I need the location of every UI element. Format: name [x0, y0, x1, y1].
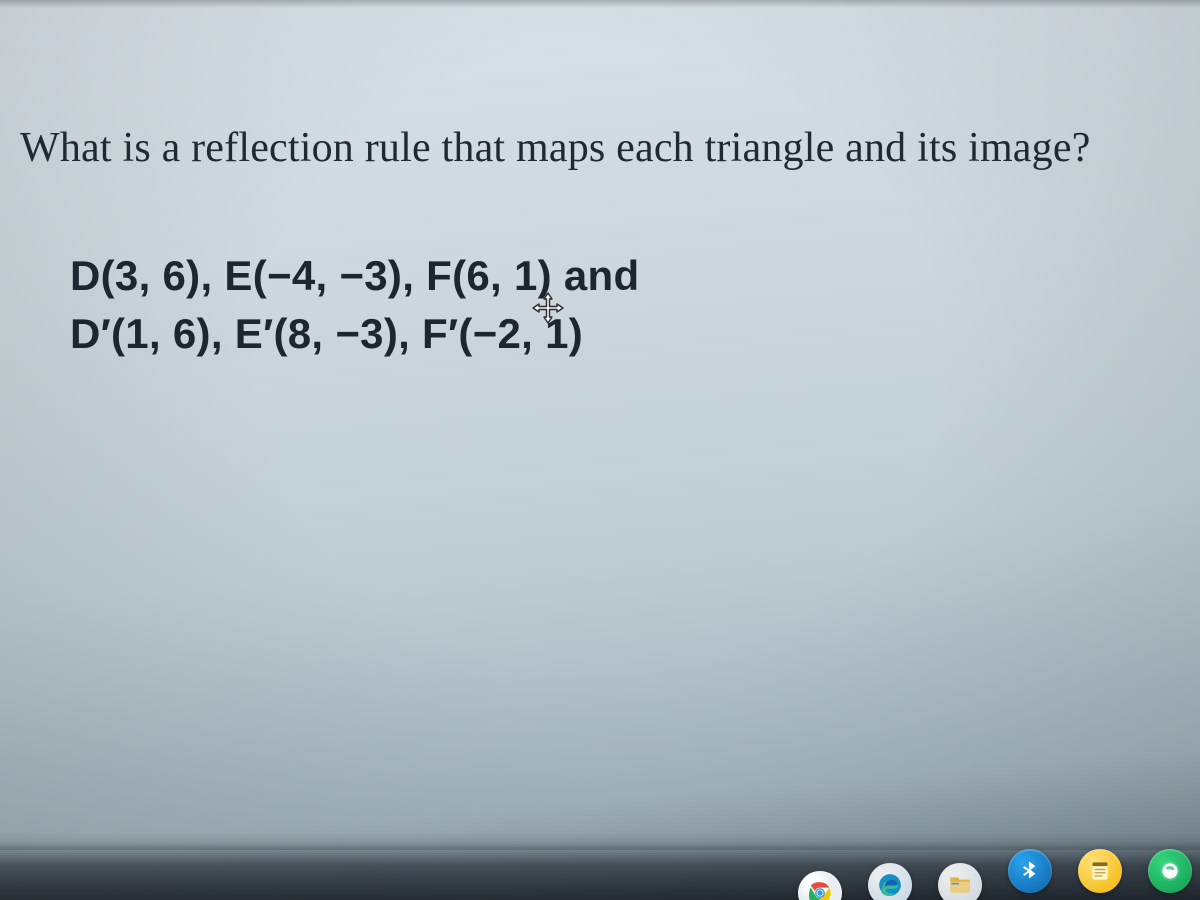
app-icon[interactable]: App — [1148, 849, 1192, 893]
file-explorer-icon[interactable]: File Explorer — [938, 863, 982, 900]
edge-icon[interactable]: Microsoft Edge — [868, 863, 912, 900]
notes-icon[interactable]: Sticky Notes — [1078, 849, 1122, 893]
image-points-line: D′(1, 6), E′(8, −3), F′(−2, 1) — [70, 305, 1170, 363]
top-bezel-shadow — [0, 0, 1200, 8]
question-text: What is a reflection rule that maps each… — [20, 120, 1170, 177]
bluetooth-icon[interactable]: Bluetooth — [1008, 849, 1052, 893]
chrome-icon[interactable]: Google Chrome — [798, 871, 842, 900]
preimage-points-line: D(3, 6), E(−4, −3), F(6, 1) and — [70, 247, 1170, 305]
given-points: D(3, 6), E(−4, −3), F(6, 1) and D′(1, 6)… — [70, 247, 1170, 363]
windows-taskbar: Google Chrome Microsoft Edge File Explor… — [0, 842, 1200, 900]
taskbar-tray: Google Chrome Microsoft Edge File Explor… — [798, 846, 1200, 896]
screen-photo: What is a reflection rule that maps each… — [0, 0, 1200, 900]
question-content: What is a reflection rule that maps each… — [0, 120, 1200, 363]
